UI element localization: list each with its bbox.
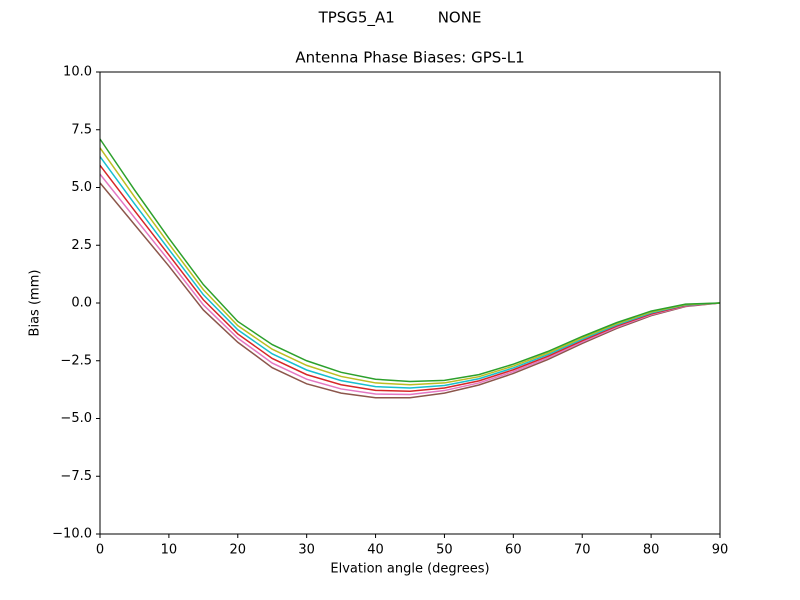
y-tick-label: 2.5 xyxy=(71,238,92,253)
series-line xyxy=(99,173,721,396)
y-tick-label: −7.5 xyxy=(60,469,92,484)
x-tick-label: 80 xyxy=(643,543,660,558)
x-tick-label: 90 xyxy=(712,543,729,558)
series-line xyxy=(99,182,721,399)
y-tick-label: −5.0 xyxy=(60,411,92,426)
plot-frame xyxy=(99,71,721,535)
y-tick-label: 5.0 xyxy=(71,180,92,195)
suptitle: TPSG5_A1 NONE xyxy=(318,9,482,28)
y-axis-label: Bias (mm) xyxy=(28,270,43,337)
series-line xyxy=(99,156,721,389)
y-tick-label: −10.0 xyxy=(52,527,92,542)
x-axis-label: Elvation angle (degrees) xyxy=(330,562,489,577)
y-tick-label: 7.5 xyxy=(71,122,92,137)
x-tick-label: 70 xyxy=(574,543,591,558)
series-line xyxy=(99,164,721,392)
x-tick-label: 40 xyxy=(367,543,384,558)
chart-title: Antenna Phase Biases: GPS-L1 xyxy=(295,49,524,67)
y-tick-label: 10.0 xyxy=(63,65,92,80)
x-tick-label: 60 xyxy=(505,543,522,558)
x-tick-label: 30 xyxy=(298,543,315,558)
x-tick-label: 50 xyxy=(436,543,453,558)
series-line xyxy=(99,147,721,386)
x-tick-label: 0 xyxy=(96,543,104,558)
x-tick-label: 10 xyxy=(161,543,178,558)
y-tick-label: 0.0 xyxy=(71,296,92,311)
x-tick-label: 20 xyxy=(230,543,247,558)
y-tick-label: −2.5 xyxy=(60,353,92,368)
series-line xyxy=(99,138,721,383)
